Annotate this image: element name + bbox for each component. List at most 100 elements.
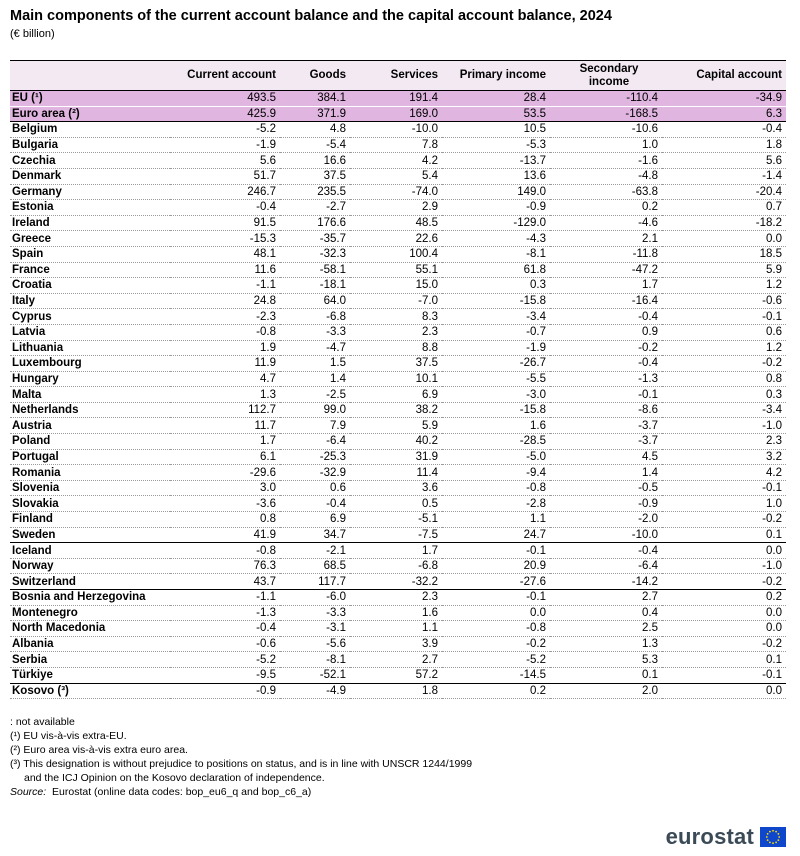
cell-services: 22.6: [350, 230, 442, 247]
cell-primary-income: -3.4: [442, 308, 550, 325]
cell-services: 7.8: [350, 137, 442, 154]
cell-current-account: -0.8: [170, 542, 280, 559]
cell-current-account: 1.3: [170, 386, 280, 403]
table-row: Bulgaria -1.9 -5.4 7.8 -5.3 1.0 1.8: [10, 137, 786, 154]
cell-capital-account: 0.3: [662, 386, 786, 403]
cell-secondary-income: -10.6: [550, 121, 662, 138]
row-label: Iceland: [10, 542, 170, 559]
row-label: Slovenia: [10, 480, 170, 497]
table-row: Portugal 6.1 -25.3 31.9 -5.0 4.5 3.2: [10, 449, 786, 466]
cell-capital-account: 2.3: [662, 433, 786, 450]
cell-primary-income: -0.7: [442, 324, 550, 341]
cell-current-account: 51.7: [170, 168, 280, 185]
column-header-secondary-income: Secondary income: [550, 60, 662, 91]
cell-secondary-income: -0.4: [550, 542, 662, 559]
cell-capital-account: 3.2: [662, 449, 786, 466]
row-label: Germany: [10, 184, 170, 201]
row-label: Luxembourg: [10, 355, 170, 372]
row-label: Montenegro: [10, 605, 170, 622]
cell-secondary-income: 4.5: [550, 449, 662, 466]
cell-primary-income: -5.0: [442, 449, 550, 466]
row-label: Kosovo (³): [10, 683, 170, 700]
cell-capital-account: 0.0: [662, 230, 786, 247]
cell-secondary-income: -1.6: [550, 152, 662, 169]
cell-secondary-income: 1.4: [550, 464, 662, 481]
cell-secondary-income: 5.3: [550, 651, 662, 668]
table-row: Czechia 5.6 16.6 4.2 -13.7 -1.6 5.6: [10, 152, 786, 169]
table-row: Iceland -0.8 -2.1 1.7 -0.1 -0.4 0.0: [10, 542, 786, 559]
cell-current-account: -9.5: [170, 667, 280, 684]
cell-primary-income: -0.2: [442, 636, 550, 653]
cell-secondary-income: -0.2: [550, 340, 662, 357]
data-table: Current account Goods Services Primary i…: [10, 60, 786, 700]
cell-secondary-income: -16.4: [550, 293, 662, 310]
cell-secondary-income: -4.8: [550, 168, 662, 185]
cell-goods: -25.3: [280, 449, 350, 466]
table-row: Kosovo (³) -0.9 -4.9 1.8 0.2 2.0 0.0: [10, 683, 786, 700]
cell-capital-account: -0.4: [662, 121, 786, 138]
cell-secondary-income: 0.9: [550, 324, 662, 341]
cell-secondary-income: 0.1: [550, 667, 662, 684]
cell-current-account: 76.3: [170, 558, 280, 575]
table-row: Euro area (²) 425.9 371.9 169.0 53.5 -168.5 6.…: [10, 106, 786, 123]
cell-primary-income: -28.5: [442, 433, 550, 450]
cell-services: 2.3: [350, 324, 442, 341]
cell-services: 38.2: [350, 402, 442, 419]
table-row: Slovakia -3.6 -0.4 0.5 -2.8 -0.9 1.0: [10, 495, 786, 513]
cell-capital-account: -0.2: [662, 511, 786, 528]
cell-primary-income: 1.6: [442, 417, 550, 435]
cell-current-account: 91.5: [170, 215, 280, 232]
source-text: Eurostat (online data codes: bop_eu6_q a…: [52, 786, 312, 798]
cell-primary-income: 0.2: [442, 683, 550, 700]
cell-current-account: -3.6: [170, 495, 280, 513]
cell-services: 5.9: [350, 417, 442, 435]
cell-primary-income: 24.7: [442, 527, 550, 544]
cell-primary-income: -8.1: [442, 246, 550, 263]
cell-current-account: 246.7: [170, 184, 280, 201]
cell-services: 4.2: [350, 152, 442, 169]
row-label: Italy: [10, 293, 170, 310]
cell-services: 2.7: [350, 651, 442, 668]
cell-current-account: 0.8: [170, 511, 280, 528]
cell-capital-account: -0.1: [662, 480, 786, 497]
cell-current-account: -0.4: [170, 199, 280, 216]
cell-goods: -5.4: [280, 137, 350, 154]
cell-primary-income: -26.7: [442, 355, 550, 372]
row-label: Portugal: [10, 449, 170, 466]
table-row: Norway 76.3 68.5 -6.8 20.9 -6.4 -1.0: [10, 558, 786, 575]
row-label: Lithuania: [10, 340, 170, 357]
row-label: Slovakia: [10, 495, 170, 513]
table-row: Latvia -0.8 -3.3 2.3 -0.7 0.9 0.6: [10, 324, 786, 341]
flag-star: [772, 829, 774, 832]
cell-services: 2.3: [350, 589, 442, 606]
cell-services: -7.5: [350, 527, 442, 544]
row-label: Spain: [10, 246, 170, 263]
row-label: Netherlands: [10, 402, 170, 419]
cell-current-account: 1.9: [170, 340, 280, 357]
cell-current-account: 1.7: [170, 433, 280, 450]
cell-capital-account: 1.2: [662, 340, 786, 357]
row-label: Ireland: [10, 215, 170, 232]
cell-secondary-income: -14.2: [550, 573, 662, 590]
cell-secondary-income: -2.0: [550, 511, 662, 528]
cell-capital-account: -3.4: [662, 402, 786, 419]
row-label: Croatia: [10, 277, 170, 294]
cell-goods: -32.3: [280, 246, 350, 263]
cell-capital-account: -34.9: [662, 90, 786, 107]
cell-goods: -4.9: [280, 683, 350, 700]
cell-primary-income: -14.5: [442, 667, 550, 684]
cell-services: 100.4: [350, 246, 442, 263]
flag-star: [769, 830, 771, 833]
cell-current-account: 48.1: [170, 246, 280, 263]
cell-goods: -3.1: [280, 620, 350, 637]
footnotes: : not available (¹) EU vis-à-vis extra-E…: [10, 715, 472, 799]
source-line: Source: Eurostat (online data codes: bop…: [10, 785, 472, 799]
table-row: Austria 11.7 7.9 5.9 1.6 -3.7 -1.0: [10, 417, 786, 435]
flag-star: [775, 841, 777, 844]
cell-primary-income: 149.0: [442, 184, 550, 201]
cell-primary-income: -5.5: [442, 371, 550, 388]
cell-current-account: 4.7: [170, 371, 280, 388]
cell-goods: 371.9: [280, 106, 350, 123]
cell-capital-account: 5.6: [662, 152, 786, 169]
row-label: Greece: [10, 230, 170, 247]
